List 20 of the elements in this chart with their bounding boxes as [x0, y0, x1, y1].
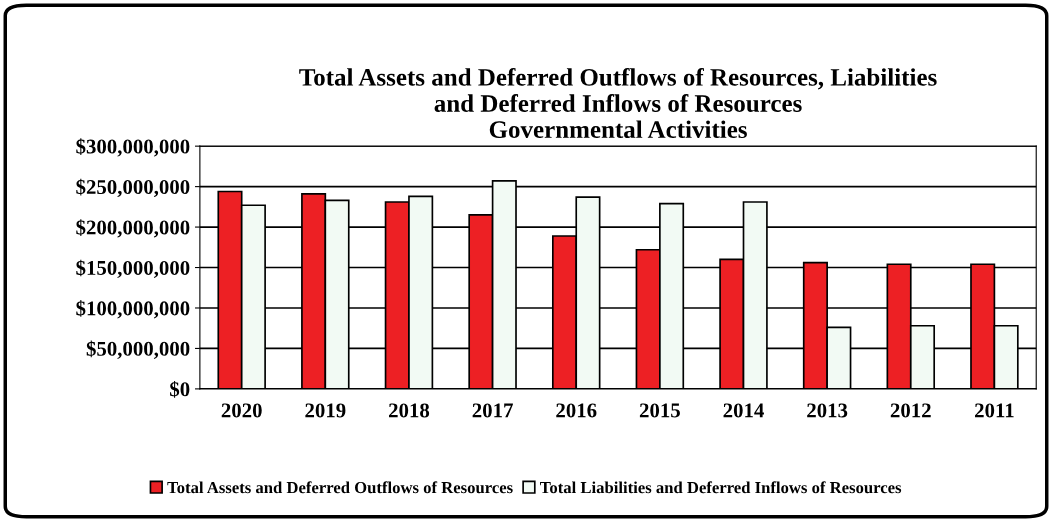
x-tick-label: 2015 [639, 403, 680, 418]
y-tick-label: $200,000,000 [76, 219, 190, 238]
legend-label: Total Liabilities and Deferred Inflows of Resources [540, 481, 902, 494]
y-tick-label: $250,000,000 [76, 178, 190, 198]
chart-title: Total Assets and Deferred Outflows of Resources, Liabilities and Deferred Inflows of Resources Governmental Activities [299, 67, 937, 139]
x-tick-label: 2013 [807, 403, 848, 418]
y-tick-label: $50,000,000 [86, 340, 190, 359]
x-tick-label: 2014 [723, 403, 764, 418]
legend-label: Total Assets and Deferred Outflows of Resources [167, 481, 513, 494]
y-tick-label: $0 [170, 381, 190, 398]
y-tick-label: $100,000,000 [76, 300, 190, 319]
x-tick-label: 2019 [305, 403, 346, 418]
x-tick-label: 2011 [975, 403, 1014, 418]
x-tick-label: 2012 [890, 403, 931, 418]
x-tick-label: 2017 [472, 403, 513, 418]
y-tick-label: $300,000,000 [76, 138, 190, 157]
y-tick-label: $150,000,000 [76, 259, 190, 278]
x-tick-label: 2018 [389, 403, 430, 418]
x-tick-label: 2020 [221, 403, 262, 418]
x-tick-label: 2016 [556, 403, 597, 418]
